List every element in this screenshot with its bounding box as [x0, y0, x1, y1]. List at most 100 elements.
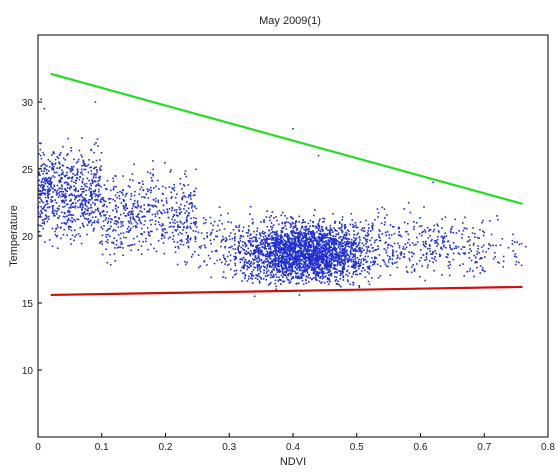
data-point — [323, 247, 326, 250]
data-point — [324, 254, 326, 257]
data-point — [280, 283, 282, 285]
data-point — [442, 238, 444, 240]
data-point — [283, 243, 285, 245]
data-point — [483, 231, 485, 234]
data-point — [278, 256, 280, 258]
data-point — [42, 181, 45, 184]
data-point — [124, 209, 126, 211]
data-point — [284, 242, 287, 244]
data-point — [244, 264, 246, 266]
data-point — [294, 244, 297, 246]
data-point — [320, 258, 322, 260]
data-point — [266, 226, 269, 228]
data-point — [58, 194, 61, 196]
data-point — [344, 224, 346, 226]
data-point — [237, 248, 239, 251]
data-point — [300, 242, 303, 245]
data-point — [291, 245, 294, 247]
data-point — [314, 267, 317, 269]
data-point — [516, 241, 518, 244]
data-point — [354, 270, 357, 273]
data-point — [246, 262, 248, 264]
data-point — [289, 253, 291, 255]
data-point — [276, 241, 278, 244]
data-point — [285, 257, 288, 259]
data-point — [88, 159, 90, 161]
data-point — [214, 250, 217, 252]
data-point — [90, 219, 92, 222]
data-point — [70, 192, 73, 195]
data-point — [55, 202, 58, 204]
data-point — [371, 256, 373, 259]
data-point — [252, 275, 255, 277]
data-point — [96, 194, 98, 197]
data-point — [175, 209, 178, 211]
data-point — [52, 205, 55, 207]
data-point — [264, 261, 267, 263]
data-point — [103, 204, 105, 207]
data-point — [154, 220, 157, 222]
data-point — [52, 214, 55, 217]
data-point — [335, 250, 337, 253]
data-point — [246, 252, 248, 255]
data-point — [317, 225, 320, 227]
data-point — [341, 225, 343, 227]
data-point — [184, 173, 186, 175]
data-point — [327, 283, 330, 285]
data-point — [458, 230, 460, 232]
data-point — [98, 242, 101, 244]
data-point — [336, 263, 339, 265]
data-point — [277, 223, 280, 225]
data-point — [338, 241, 340, 243]
data-point — [272, 260, 274, 263]
data-point — [109, 198, 112, 200]
data-point — [259, 252, 261, 255]
data-point — [70, 243, 72, 245]
data-point — [303, 236, 306, 239]
data-point — [89, 220, 91, 223]
data-point — [322, 235, 325, 238]
upper-envelope-line — [50, 72, 523, 205]
data-point — [273, 245, 275, 248]
data-point — [151, 173, 154, 176]
data-point — [322, 244, 325, 246]
data-point — [492, 244, 494, 247]
data-point — [242, 241, 244, 243]
data-point — [282, 247, 284, 250]
data-point — [292, 251, 295, 253]
data-point — [383, 261, 386, 263]
data-point — [249, 213, 251, 215]
data-point — [351, 266, 354, 268]
data-point — [298, 268, 301, 270]
data-point — [318, 232, 321, 235]
data-point — [275, 252, 277, 254]
data-point — [106, 188, 108, 190]
data-point — [298, 277, 301, 280]
data-point — [305, 249, 308, 251]
data-point — [342, 242, 345, 245]
data-point — [39, 185, 42, 188]
data-point — [98, 177, 101, 179]
data-point — [158, 188, 160, 190]
data-point — [326, 263, 328, 265]
data-point — [311, 266, 313, 269]
data-point — [68, 225, 70, 228]
data-point — [101, 234, 104, 237]
data-point — [304, 254, 306, 257]
data-point — [181, 188, 183, 190]
data-point — [340, 240, 343, 243]
data-point — [184, 204, 186, 207]
data-point — [331, 238, 334, 240]
data-point — [177, 233, 180, 236]
data-point — [348, 272, 351, 274]
data-point — [322, 229, 324, 232]
data-point — [161, 228, 164, 231]
data-point — [226, 255, 229, 258]
data-point — [350, 245, 352, 248]
data-point — [432, 181, 434, 184]
data-point — [309, 240, 312, 243]
data-point — [203, 222, 205, 225]
data-point — [502, 260, 505, 263]
data-point — [157, 201, 160, 203]
data-point — [63, 201, 66, 204]
